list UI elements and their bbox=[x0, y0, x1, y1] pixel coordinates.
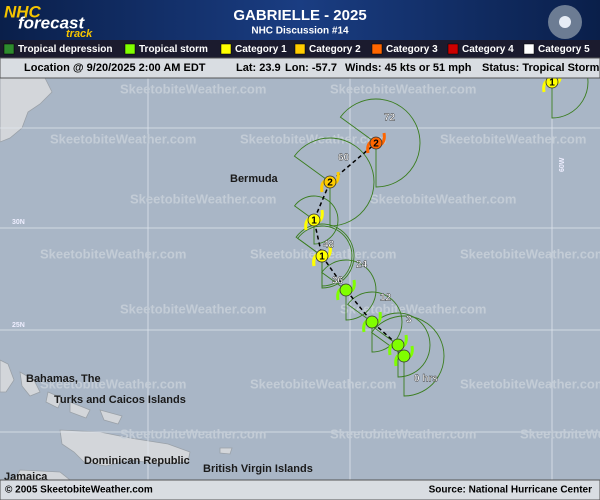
forecast-hour: 36 bbox=[332, 276, 344, 287]
legend-label: Category 4 bbox=[462, 44, 514, 55]
storm-symbol bbox=[307, 213, 321, 227]
wind-radius bbox=[293, 195, 339, 245]
watermark: SkeetobiteWeather.com bbox=[250, 376, 396, 391]
status-location: Location @ 9/20/2025 2:00 AM EDT bbox=[24, 62, 206, 74]
legend-label: Tropical storm bbox=[139, 44, 208, 55]
logo-track: track bbox=[66, 28, 93, 40]
status-status: Status: Tropical Storm bbox=[482, 62, 600, 74]
satellite-eye bbox=[559, 16, 571, 28]
storm-category: 1 bbox=[549, 78, 555, 89]
storm-symbol bbox=[397, 349, 411, 363]
watermarks: SkeetobiteWeather.com SkeetobiteWeather.c… bbox=[40, 81, 600, 441]
watermark: SkeetobiteWeather.com bbox=[120, 81, 266, 96]
legend-swatch bbox=[220, 43, 232, 55]
grid-label: 60W bbox=[559, 157, 566, 172]
watermark: SkeetobiteWeather.com bbox=[440, 131, 586, 146]
land bbox=[0, 77, 233, 481]
legend-label: Category 1 bbox=[235, 44, 287, 55]
logo-forecast: forecast bbox=[18, 13, 85, 32]
legend-swatch bbox=[294, 43, 306, 55]
storm-category: 2 bbox=[327, 178, 333, 189]
watermark: SkeetobiteWeather.com bbox=[340, 301, 486, 316]
watermark: SkeetobiteWeather.com bbox=[460, 376, 600, 391]
forecast-hour: 3 bbox=[406, 315, 412, 326]
watermark: SkeetobiteWeather.com bbox=[130, 191, 276, 206]
watermark: SkeetobiteWeather.com bbox=[460, 246, 600, 261]
storm-symbol bbox=[315, 249, 329, 263]
wind-radius bbox=[347, 291, 403, 353]
legend-swatch bbox=[523, 43, 535, 55]
forecast-hour: 12 bbox=[380, 293, 392, 304]
watermark: SkeetobiteWeather.com bbox=[120, 301, 266, 316]
storm-category: 2 bbox=[373, 139, 379, 150]
watermark: SkeetobiteWeather.com bbox=[240, 131, 386, 146]
watermark: SkeetobiteWeather.com bbox=[40, 246, 186, 261]
storm-symbol bbox=[323, 175, 337, 189]
watermark: SkeetobiteWeather.com bbox=[330, 426, 476, 441]
footer bbox=[0, 479, 600, 500]
wind-radius bbox=[371, 315, 445, 397]
legend-swatch bbox=[124, 43, 136, 55]
grid-label: 25N bbox=[12, 322, 25, 329]
storm-symbol bbox=[391, 338, 405, 352]
wind-radius bbox=[295, 223, 355, 289]
forecast-hour: 72 bbox=[384, 113, 396, 124]
watermark: SkeetobiteWeather.com bbox=[50, 131, 196, 146]
forecast-hour: 0 hrs bbox=[414, 374, 438, 385]
place-label: Turks and Caicos Islands bbox=[54, 394, 186, 406]
storm-symbol bbox=[365, 315, 379, 329]
status-lat: Lat: 23.9 bbox=[236, 62, 281, 74]
forecast-hour: 60 bbox=[338, 153, 350, 164]
storm-symbol bbox=[339, 283, 353, 297]
wind-radius bbox=[293, 137, 375, 227]
wind-radius bbox=[297, 225, 353, 287]
watermark: SkeetobiteWeather.com bbox=[370, 191, 516, 206]
status-winds: Winds: 45 kts or 51 mph bbox=[345, 62, 472, 74]
watermark: SkeetobiteWeather.com bbox=[330, 81, 476, 96]
legend-label: Category 3 bbox=[386, 44, 438, 55]
storm-category: 1 bbox=[311, 216, 317, 227]
storm-symbol bbox=[369, 136, 383, 150]
source: Source: National Hurricane Center bbox=[429, 485, 592, 496]
grid-label: 30N bbox=[12, 219, 25, 226]
legend-swatch bbox=[3, 43, 15, 55]
watermark: SkeetobiteWeather.com bbox=[40, 376, 186, 391]
ocean bbox=[0, 78, 600, 480]
legend-label: Category 5 bbox=[538, 44, 590, 55]
header bbox=[0, 0, 600, 40]
storm-category: 1 bbox=[319, 252, 325, 263]
wind-radius bbox=[371, 312, 431, 378]
status-bar bbox=[0, 57, 600, 79]
legend-label: Tropical depression bbox=[18, 44, 112, 55]
subtitle: NHC Discussion #14 bbox=[251, 26, 349, 37]
forecast-hour: 48 bbox=[323, 240, 335, 251]
watermark: SkeetobiteWeather.com bbox=[520, 426, 600, 441]
legend-swatch bbox=[447, 43, 459, 55]
wind-radius bbox=[321, 259, 377, 321]
legend-swatch bbox=[371, 43, 383, 55]
place-label: Bahamas, The bbox=[26, 373, 101, 385]
grid bbox=[0, 78, 600, 480]
status-lon: Lon: -57.7 bbox=[285, 62, 337, 74]
legend-label: Category 2 bbox=[309, 44, 361, 55]
logo-nhc: NHC bbox=[4, 2, 42, 21]
place-label: British Virgin Islands bbox=[203, 463, 313, 475]
legend: Tropical depression Tropical storm Categor… bbox=[3, 43, 590, 55]
wind-radius bbox=[339, 98, 421, 188]
place-label: Bermuda bbox=[230, 173, 279, 185]
watermark: SkeetobiteWeather.com bbox=[120, 426, 266, 441]
copyright: © 2005 SkeetobiteWeather.com bbox=[5, 485, 153, 496]
title: GABRIELLE - 2025 bbox=[233, 7, 366, 24]
place-label: Dominican Republic bbox=[84, 455, 190, 467]
forecast-hour: 24 bbox=[356, 260, 368, 271]
